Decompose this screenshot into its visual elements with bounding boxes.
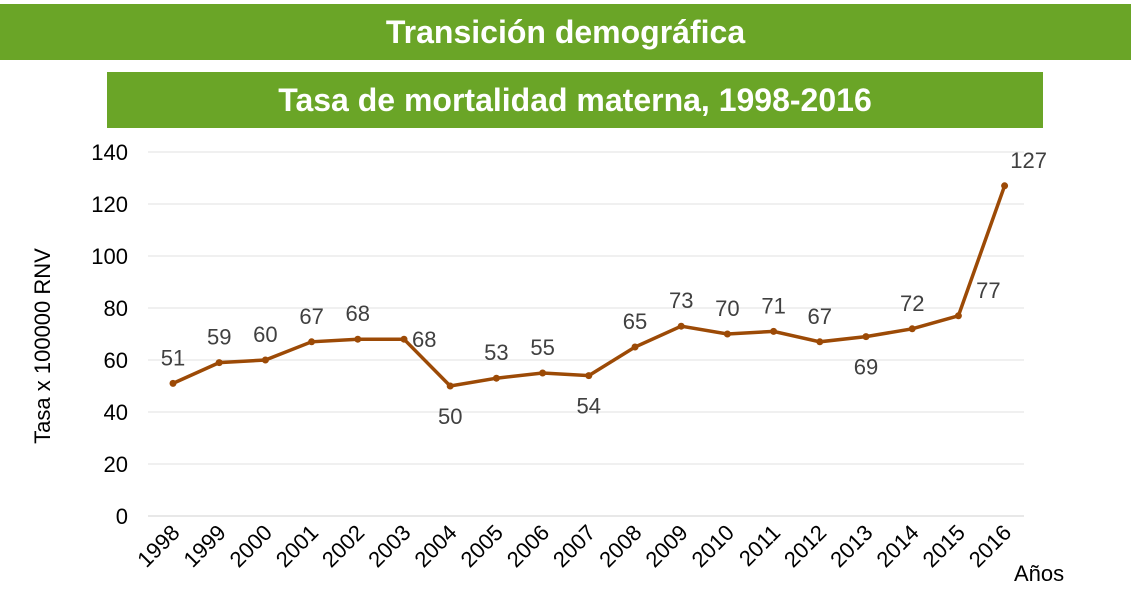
data-point <box>539 369 547 377</box>
data-point <box>1001 182 1009 190</box>
data-point <box>446 382 454 390</box>
x-tick-label: 2008 <box>594 520 646 572</box>
x-tick-label: 2016 <box>964 520 1016 572</box>
x-tick-label: 2014 <box>871 520 923 572</box>
data-point <box>585 372 593 380</box>
data-label: 73 <box>669 288 693 313</box>
y-tick-label: 80 <box>104 296 128 321</box>
header-title: Transición demográfica <box>385 13 746 50</box>
data-labels: 51 59 60 67 68 68 50 53 55 54 65 73 70 71 67 69 72 77 127 <box>161 148 1047 429</box>
x-tick-label: 2004 <box>409 520 461 572</box>
y-tick-label: 140 <box>91 140 128 165</box>
data-point <box>492 374 500 382</box>
data-label: 50 <box>438 404 462 429</box>
x-tick-label: 2001 <box>271 520 323 572</box>
chart-title-banner: Tasa de mortalidad materna, 1998-2016 <box>107 72 1043 128</box>
data-label: 72 <box>900 291 924 316</box>
header-banner: Transición demográfica <box>0 4 1131 60</box>
data-point <box>770 327 778 335</box>
data-label: 59 <box>207 325 231 350</box>
data-points <box>169 182 1009 390</box>
x-tick-label: 1999 <box>178 520 230 572</box>
x-tick-label: 2007 <box>548 520 600 572</box>
data-point <box>308 338 316 346</box>
x-axis-ticks: 1998199920002001200220032004200520062007… <box>132 520 1016 572</box>
data-label: 67 <box>808 304 832 329</box>
data-label: 51 <box>161 345 185 370</box>
x-tick-label: 2011 <box>734 520 785 571</box>
y-tick-label: 100 <box>91 244 128 269</box>
x-tick-label: 2013 <box>825 520 877 572</box>
data-label: 54 <box>577 394 601 419</box>
y-tick-label: 0 <box>116 504 128 529</box>
x-tick-label: 2000 <box>225 520 277 572</box>
data-label: 55 <box>530 335 554 360</box>
x-tick-label: 2015 <box>918 520 970 572</box>
y-tick-label: 20 <box>104 452 128 477</box>
chart-title: Tasa de mortalidad materna, 1998-2016 <box>278 81 872 118</box>
series-line <box>172 185 1007 388</box>
data-label: 53 <box>484 340 508 365</box>
data-label: 60 <box>253 322 277 347</box>
x-tick-label: 2010 <box>687 520 739 572</box>
data-point <box>677 322 685 330</box>
data-point <box>400 335 408 343</box>
data-point <box>169 379 177 387</box>
x-tick-label: 2012 <box>779 520 831 572</box>
data-label: 69 <box>854 355 878 380</box>
data-point <box>631 343 639 351</box>
data-label: 67 <box>299 304 323 329</box>
y-axis-title: Tasa x 100000 RNV <box>30 248 55 444</box>
data-label: 70 <box>715 296 739 321</box>
data-label: 65 <box>623 309 647 334</box>
data-label: 127 <box>1010 148 1047 173</box>
data-point <box>954 312 962 320</box>
x-tick-label: 2003 <box>363 520 415 572</box>
data-point <box>261 356 269 364</box>
y-tick-label: 40 <box>104 400 128 425</box>
data-point <box>354 335 362 343</box>
data-label: 71 <box>761 293 785 318</box>
data-point <box>908 325 916 333</box>
data-point <box>862 333 870 341</box>
y-tick-label: 120 <box>91 192 128 217</box>
y-tick-label: 60 <box>104 348 128 373</box>
data-label: 77 <box>976 278 1000 303</box>
data-point <box>816 338 824 346</box>
x-tick-label: 1998 <box>132 520 184 572</box>
x-tick-label: 2005 <box>456 520 508 572</box>
data-point <box>723 330 731 338</box>
gridlines <box>148 151 1024 517</box>
data-point <box>215 359 223 367</box>
x-axis-title: Años <box>1014 561 1064 586</box>
x-tick-label: 2009 <box>640 520 692 572</box>
x-tick-label: 2006 <box>502 520 554 572</box>
y-axis-ticks: 0 20 40 60 80 100 120 140 <box>91 140 128 529</box>
x-tick-label: 2002 <box>317 520 369 572</box>
data-label: 68 <box>346 301 370 326</box>
data-label: 68 <box>412 327 436 352</box>
